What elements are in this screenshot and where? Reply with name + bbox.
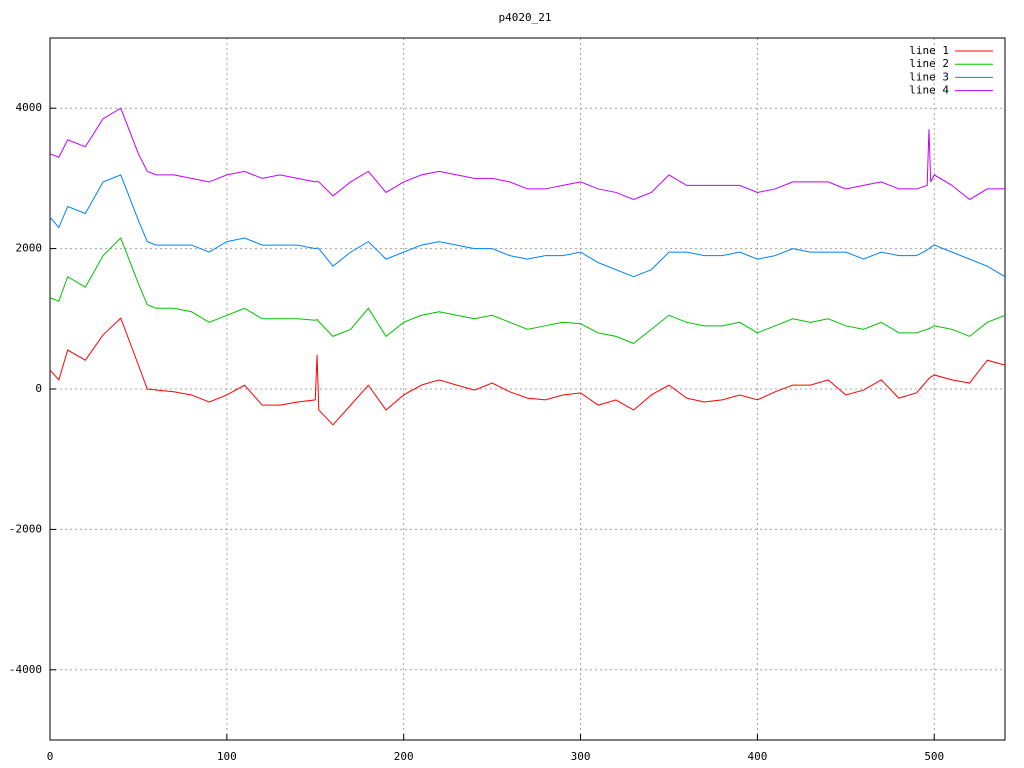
y-tick-label: -2000 — [9, 522, 42, 535]
y-tick-label: 4000 — [16, 101, 43, 114]
x-tick-label: 400 — [747, 750, 767, 763]
data-line — [49, 174, 1006, 278]
plot-border — [49, 37, 1006, 741]
legend-label: line 4 — [909, 84, 949, 97]
x-tick-label: 0 — [47, 750, 54, 763]
data-line — [49, 317, 1006, 426]
legend-label: line 2 — [909, 57, 949, 70]
y-tick-label: 0 — [35, 382, 42, 395]
x-tick-label: 300 — [571, 750, 591, 763]
legend-label: line 1 — [909, 44, 949, 57]
data-line — [49, 107, 1005, 201]
x-tick-label: 500 — [924, 750, 944, 763]
y-tick-label: 2000 — [16, 242, 43, 255]
x-tick-label: 100 — [217, 750, 237, 763]
data-line — [49, 237, 1006, 344]
chart-title: p4020_21 — [499, 11, 552, 24]
y-tick-label: -4000 — [9, 663, 42, 676]
legend-label: line 3 — [909, 70, 949, 83]
x-tick-label: 200 — [394, 750, 414, 763]
